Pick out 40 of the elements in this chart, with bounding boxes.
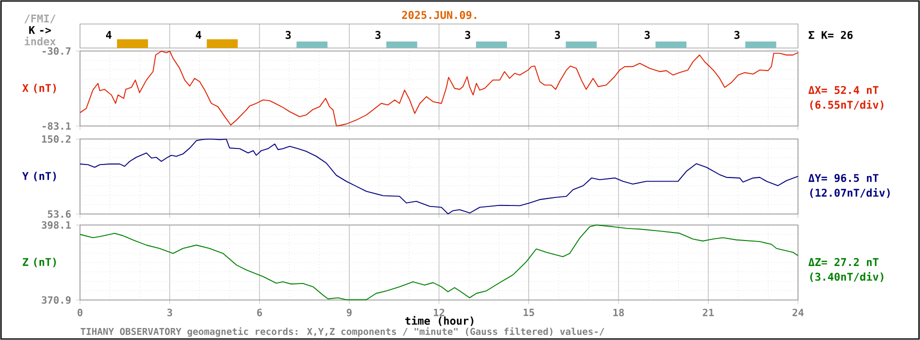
text: (3.40nT/div) [810, 272, 884, 282]
y-axis-title: X (nT) [22, 84, 56, 94]
line-series [80, 50, 798, 126]
y-tick-label: 53.6 [48, 210, 71, 218]
x-tick-label: 15 [524, 308, 534, 316]
data-label: 4 [196, 31, 202, 39]
data-label: 3 [554, 30, 560, 39]
y-tick-label: 398.1 [42, 221, 71, 229]
x-tick-label: 24 [792, 308, 804, 316]
data-label: 3 [644, 30, 650, 39]
text: ΔX= 52.4 nT [808, 86, 878, 94]
text: (6.55nT/div) [810, 100, 884, 110]
text: index [24, 36, 56, 46]
y-axis-title: Y (nT) [22, 172, 56, 182]
data-label: 4 [106, 31, 112, 39]
x-tick-label: 12 [434, 308, 444, 316]
y-tick-label: 370.9 [42, 296, 71, 304]
data-label: 3 [465, 30, 470, 39]
x-tick-label: 0 [78, 308, 82, 316]
y-tick-label: 150.2 [42, 135, 70, 143]
data-label: 3 [286, 30, 291, 39]
y-axis-title: K -> [29, 26, 51, 34]
y-tick-label: -30.7 [42, 47, 71, 55]
text: ΔZ= 27.2 nT [808, 258, 878, 266]
x-tick-label: 9 [346, 308, 352, 316]
y-axis-title: Z (nT) [22, 258, 56, 268]
text: /FMI/ [24, 14, 56, 24]
chart-title: 2025.JUN.09. [402, 10, 476, 20]
x-tick-label: 21 [702, 308, 714, 316]
x-tick-label: 6 [257, 308, 262, 316]
text: (12.07nT/div) [810, 188, 890, 198]
text: ΔY= 96.5 nT [808, 174, 878, 182]
x-axis-title: time (hour) [405, 316, 474, 326]
x-tick-label: 18 [613, 308, 624, 316]
data-label: 3 [375, 30, 380, 39]
data-label: 3 [734, 30, 740, 39]
text: TIHANY OBSERVATORY geomagnetic records: X,Y,Z components / "minute" (Gauss filtered) values-/ [80, 327, 604, 337]
text: Σ K= 26 [808, 30, 853, 40]
y-tick-label: -83.1 [42, 122, 71, 130]
x-tick-label: 3 [167, 308, 172, 316]
